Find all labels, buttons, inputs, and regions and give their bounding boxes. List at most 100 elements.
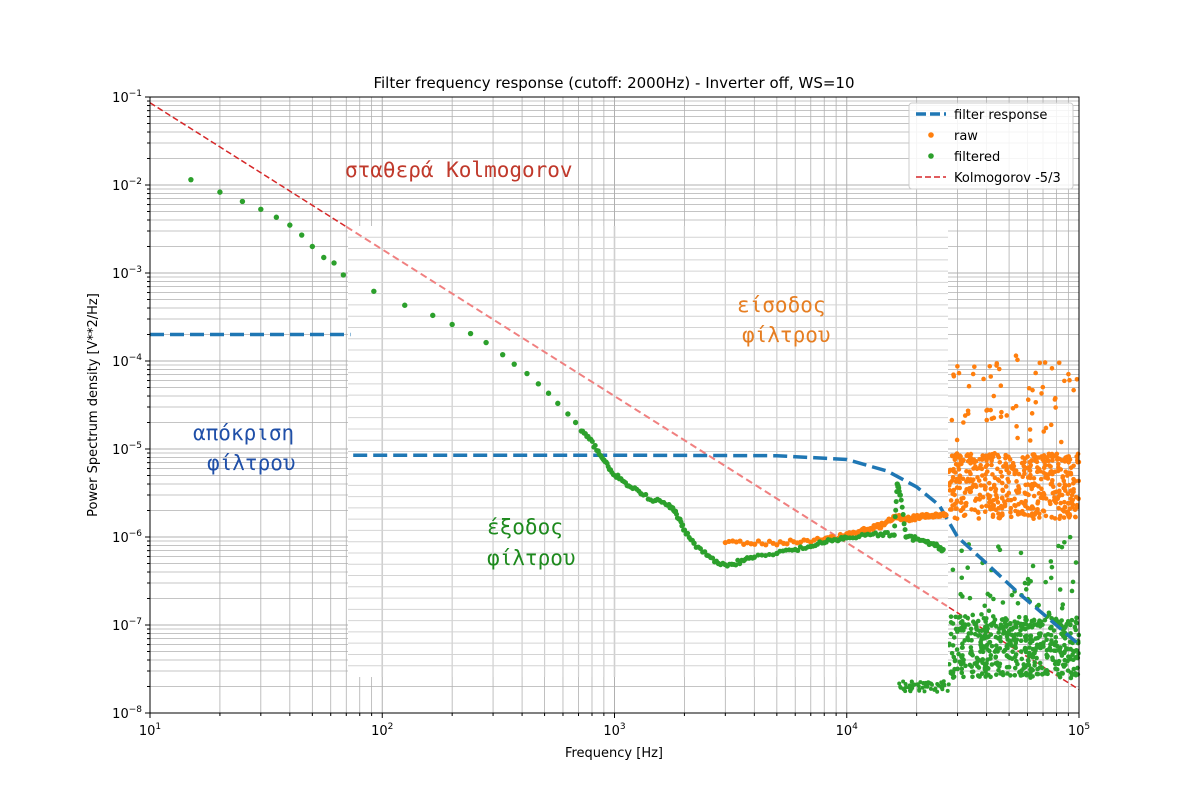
filtered-point	[1012, 643, 1018, 649]
filtered-point	[239, 198, 246, 205]
filtered-point	[702, 549, 708, 555]
legend-label: raw	[954, 129, 978, 144]
filtered-point	[670, 505, 676, 511]
raw-point	[993, 486, 999, 492]
filtered-point	[217, 189, 223, 195]
filtered-point	[1074, 615, 1079, 621]
filtered-point	[1004, 630, 1009, 636]
legend: filter response raw filtered Kolmogorov -5/…	[908, 102, 1074, 190]
raw-point	[1037, 360, 1043, 366]
filtered-point	[993, 634, 999, 640]
raw-point	[956, 476, 962, 481]
raw-point	[994, 363, 999, 368]
filtered-point	[1052, 661, 1058, 667]
filtered-point	[979, 628, 984, 634]
raw-point	[983, 464, 989, 470]
filtered-point	[946, 661, 952, 667]
filtered-point	[920, 685, 925, 690]
raw-point	[968, 471, 973, 477]
raw-point	[990, 454, 996, 460]
raw-point	[1035, 469, 1040, 475]
filtered-point	[831, 537, 837, 543]
filtered-point	[565, 411, 571, 417]
filtered-point	[650, 498, 656, 504]
filtered-point	[939, 548, 945, 554]
raw-point	[1001, 499, 1007, 504]
raw-point	[988, 407, 993, 413]
filtered-point	[1059, 653, 1065, 658]
filtered-point	[1051, 628, 1057, 633]
raw-point	[977, 456, 982, 462]
annotations: σταθερά Kolmogorov είσοδος φίλτρου απόκριση…	[193, 158, 831, 570]
raw-point	[1056, 465, 1061, 470]
filtered-point	[1023, 638, 1029, 643]
raw-point	[951, 487, 957, 493]
raw-point	[1063, 483, 1068, 489]
filtered-point	[961, 674, 966, 680]
filtered-point	[976, 658, 982, 663]
filtered-point	[909, 679, 914, 684]
filtered-point	[929, 682, 934, 687]
raw-point	[1041, 459, 1047, 465]
raw-point	[948, 467, 953, 473]
raw-point	[1041, 429, 1047, 434]
raw-point	[985, 469, 990, 474]
filtered-point	[674, 511, 680, 517]
y-tick-label: 10−8	[112, 705, 142, 722]
filtered-point	[1031, 622, 1037, 628]
raw-point	[1067, 501, 1073, 506]
raw-point	[947, 507, 953, 512]
filtered-point	[643, 492, 649, 498]
filtered-point	[959, 666, 965, 672]
raw-point	[1056, 505, 1061, 511]
raw-point	[971, 457, 977, 462]
raw-point	[1050, 458, 1055, 463]
raw-point	[987, 500, 992, 505]
filtered-point	[988, 656, 993, 661]
raw-point	[965, 452, 971, 457]
filtered-point	[983, 619, 988, 624]
filtered-point	[875, 533, 881, 539]
x-tick-label: 105	[1068, 722, 1090, 739]
raw-point	[1037, 515, 1042, 520]
filtered-point	[1012, 665, 1018, 671]
raw-point	[755, 538, 762, 544]
filtered-point	[893, 499, 899, 505]
raw-point	[962, 512, 968, 518]
filtered-point	[467, 330, 474, 337]
raw-point	[1029, 504, 1035, 509]
filtered-point	[1028, 667, 1033, 672]
filtered-point	[805, 544, 811, 550]
raw-point	[1058, 513, 1063, 519]
raw-point	[1074, 376, 1080, 382]
raw-point	[1055, 468, 1061, 474]
filtered-point	[713, 558, 719, 564]
filtered-point	[555, 400, 561, 407]
raw-point	[1025, 454, 1030, 459]
filtered-point	[959, 670, 965, 676]
axis-ticks: 101 102 103 104 105 10−8 10−7 10−6 10−5 10−4 10−3 1…	[112, 89, 1090, 739]
raw-point	[1058, 500, 1063, 506]
raw-point	[999, 511, 1005, 516]
raw-point	[991, 415, 997, 421]
filtered-point	[1001, 649, 1007, 654]
filtered-point	[763, 553, 769, 559]
raw-point	[955, 364, 960, 369]
raw-point	[952, 492, 957, 498]
raw-point	[1021, 512, 1027, 517]
filtered-point	[893, 507, 899, 513]
filtered-point	[954, 647, 960, 652]
filtered-point	[946, 641, 952, 647]
filtered-point	[1010, 649, 1015, 655]
filter-response-curve	[353, 453, 1081, 646]
filtered-point	[997, 634, 1003, 640]
filtered-point	[819, 540, 825, 546]
raw-point	[1052, 397, 1058, 402]
filtered-point	[1059, 618, 1064, 623]
raw-point	[1053, 452, 1059, 458]
filtered-point	[1030, 654, 1036, 660]
raw-point	[1030, 387, 1035, 393]
raw-point	[1038, 495, 1044, 501]
annotation-label: έξοδος	[487, 515, 563, 539]
filtered-point	[1027, 640, 1033, 646]
